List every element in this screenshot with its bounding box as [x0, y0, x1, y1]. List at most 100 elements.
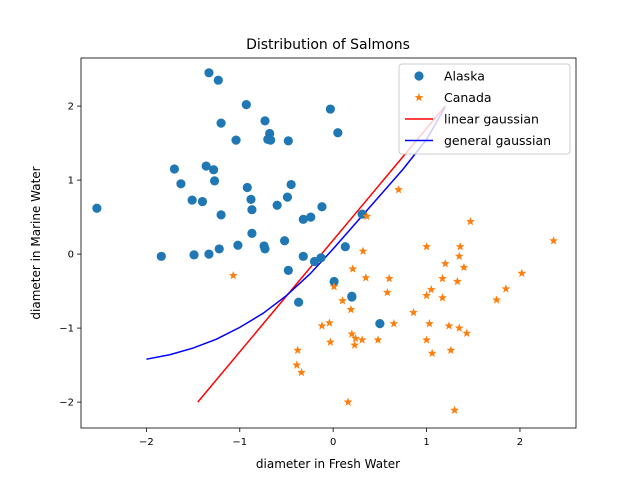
point-alaska-45 — [329, 276, 339, 287]
point-alaska-18 — [286, 179, 296, 190]
point-alaska-22 — [282, 192, 293, 202]
y-axis-label: diameter in Marine Water — [29, 166, 43, 319]
point-canada-6 — [358, 246, 368, 255]
point-alaska-16 — [209, 176, 220, 186]
point-alaska-23 — [92, 203, 102, 213]
point-canada-42 — [446, 345, 456, 355]
series-line-general-gaussian — [146, 106, 446, 360]
point-canada-18 — [382, 287, 392, 297]
point-alaska-47 — [347, 291, 357, 301]
point-canada-12 — [228, 270, 238, 280]
point-canada-4 — [422, 242, 431, 251]
legend-label-general-gaussian: general gaussian — [444, 133, 551, 148]
x-axis-ticks: −2 −1 0 1 2 — [139, 428, 523, 448]
point-canada-19 — [426, 285, 436, 294]
legend-swatch-alaska — [414, 71, 424, 81]
point-canada-7 — [454, 251, 464, 261]
point-alaska-3 — [325, 104, 335, 114]
point-canada-8 — [440, 259, 450, 268]
x-tick-label: −1 — [232, 437, 247, 448]
point-alaska-15 — [176, 179, 186, 189]
point-alaska-20 — [197, 196, 208, 207]
point-canada-41 — [427, 348, 437, 357]
point-canada-34 — [347, 329, 357, 338]
point-alaska-39 — [189, 250, 199, 260]
point-canada-1 — [549, 236, 558, 245]
point-canada-47 — [450, 405, 459, 414]
legend-swatch-canada — [414, 92, 424, 102]
point-canada-37 — [351, 333, 360, 343]
point-canada-13 — [361, 273, 371, 282]
point-canada-15 — [438, 273, 447, 283]
point-alaska-11 — [283, 136, 293, 146]
point-canada-14 — [384, 273, 394, 283]
point-alaska-14 — [209, 165, 219, 175]
point-canada-2 — [362, 211, 372, 221]
point-alaska-26 — [317, 202, 327, 212]
y-tick-label: 1 — [68, 176, 74, 187]
point-canada-22 — [438, 293, 447, 302]
point-canada-29 — [389, 319, 399, 328]
point-alaska-29 — [298, 214, 308, 224]
point-canada-44 — [292, 360, 302, 369]
point-canada-36 — [373, 335, 383, 344]
legend-label-alaska: Alaska — [444, 69, 485, 84]
point-alaska-41 — [298, 251, 308, 261]
point-canada-46 — [343, 397, 353, 406]
point-alaska-10 — [265, 135, 276, 145]
point-canada-0 — [466, 216, 475, 226]
point-alaska-49 — [375, 319, 385, 329]
point-alaska-24 — [272, 200, 282, 210]
point-alaska-21 — [246, 194, 256, 204]
point-alaska-43 — [309, 256, 320, 267]
legend-label-linear-gaussian: linear gaussian — [444, 112, 539, 127]
point-alaska-34 — [233, 240, 243, 250]
point-canada-45 — [297, 367, 306, 377]
x-tick-label: −2 — [139, 437, 154, 448]
point-canada-24 — [338, 296, 347, 305]
point-canada-30 — [424, 319, 434, 328]
point-canada-16 — [453, 276, 462, 286]
point-alaska-2 — [241, 100, 251, 110]
point-alaska-30 — [306, 212, 316, 222]
y-axis-ticks: −2 −1 0 1 2 — [59, 102, 81, 409]
point-alaska-32 — [280, 236, 290, 246]
point-alaska-17 — [242, 182, 252, 193]
point-alaska-48 — [294, 297, 304, 307]
point-alaska-44 — [283, 265, 293, 275]
point-canada-11 — [348, 264, 358, 273]
point-alaska-19 — [187, 195, 197, 205]
point-canada-25 — [346, 305, 356, 314]
point-canada-5 — [455, 242, 465, 251]
point-canada-10 — [517, 268, 527, 278]
legend-label-canada: Canada — [444, 90, 492, 105]
y-tick-label: 2 — [68, 102, 74, 113]
point-canada-20 — [501, 284, 511, 293]
legend-box — [398, 63, 571, 155]
point-canada-43 — [293, 345, 303, 355]
point-alaska-36 — [214, 244, 224, 254]
point-canada-38 — [422, 335, 431, 344]
point-alaska-8 — [231, 135, 241, 145]
x-tick-label: 1 — [423, 437, 429, 448]
point-canada-40 — [350, 340, 360, 349]
x-tick-label: 0 — [330, 437, 336, 448]
point-canada-3 — [394, 185, 403, 194]
point-canada-28 — [325, 318, 334, 327]
point-alaska-25 — [247, 205, 257, 215]
point-alaska-5 — [216, 118, 226, 128]
point-canada-9 — [459, 262, 469, 272]
point-canada-39 — [325, 337, 335, 346]
chart-title: Distribution of Salmons — [246, 37, 410, 53]
plot-frame — [80, 57, 577, 429]
point-canada-33 — [462, 328, 472, 337]
point-alaska-12 — [201, 161, 211, 171]
point-canada-32 — [454, 323, 464, 332]
y-tick-label: 0 — [68, 250, 74, 261]
point-alaska-1 — [213, 75, 223, 85]
point-alaska-6 — [333, 128, 343, 138]
point-alaska-13 — [169, 164, 179, 174]
point-canada-35 — [357, 335, 367, 344]
points-layer — [92, 68, 558, 414]
